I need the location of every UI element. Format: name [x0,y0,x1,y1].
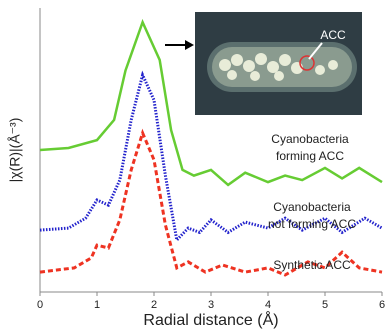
x-axis-label: Radial distance (Å) [143,310,278,329]
x-tick-label: 1 [94,299,100,311]
x-tick-label: 2 [151,299,157,311]
annotation: Synthetic ACC [273,258,351,272]
x-tick-label: 4 [265,299,271,311]
annotation: forming ACC [276,149,344,163]
line-series [39,18,383,187]
annotation: not forming ACC [268,217,356,231]
inset-image [195,12,362,115]
x-tick-label: 6 [379,299,385,311]
line-series [39,70,383,244]
pointer-arrow [165,40,194,50]
inset-label: ACC [320,28,346,42]
x-tick-label: 0 [37,299,43,311]
x-tick-label: 5 [322,299,328,311]
line-series [39,128,383,277]
y-axis-label: |χ(R)|(Å⁻³) [7,118,23,183]
annotation: Cyanobacteria [271,132,349,146]
x-tick-label: 3 [208,299,214,311]
annotation: Cyanobacteria [273,200,351,214]
